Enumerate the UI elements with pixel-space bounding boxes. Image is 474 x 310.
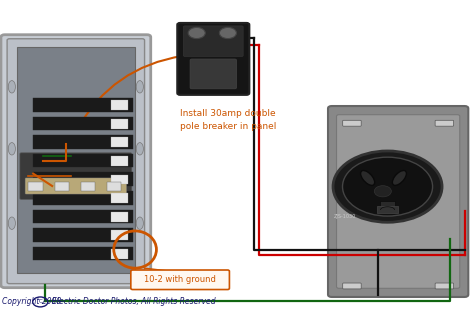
Ellipse shape — [136, 143, 143, 155]
Bar — [33, 172, 133, 186]
FancyBboxPatch shape — [435, 120, 454, 126]
Bar — [107, 182, 121, 191]
Bar — [111, 137, 128, 147]
Bar — [33, 98, 133, 112]
Text: Copyright 2008: Copyright 2008 — [2, 297, 62, 307]
Ellipse shape — [392, 170, 406, 185]
FancyBboxPatch shape — [343, 120, 361, 126]
Circle shape — [374, 186, 392, 197]
Bar — [111, 249, 128, 259]
FancyBboxPatch shape — [20, 153, 132, 199]
Bar — [111, 193, 128, 203]
Circle shape — [333, 151, 442, 222]
Text: 10-2 with ground: 10-2 with ground — [144, 275, 216, 285]
Bar — [381, 201, 395, 210]
Bar — [111, 156, 128, 166]
Bar — [111, 212, 128, 222]
Bar — [33, 210, 133, 223]
FancyBboxPatch shape — [190, 59, 237, 89]
Text: ZJS-1030: ZJS-1030 — [334, 214, 356, 219]
FancyBboxPatch shape — [25, 178, 127, 194]
Ellipse shape — [9, 143, 15, 155]
Circle shape — [219, 27, 237, 38]
FancyBboxPatch shape — [343, 283, 361, 289]
Bar — [33, 117, 133, 130]
Bar — [111, 230, 128, 240]
Bar — [111, 100, 128, 110]
Text: Install 30amp double
pole breaker in panel: Install 30amp double pole breaker in pan… — [180, 108, 276, 131]
Bar — [377, 206, 398, 213]
Ellipse shape — [361, 170, 374, 185]
Circle shape — [188, 27, 205, 38]
FancyBboxPatch shape — [435, 283, 454, 289]
Text: C: C — [38, 299, 42, 304]
FancyBboxPatch shape — [177, 23, 249, 95]
Ellipse shape — [9, 217, 15, 229]
Bar — [81, 182, 95, 191]
Ellipse shape — [9, 81, 15, 93]
Bar — [33, 154, 133, 167]
Bar — [111, 119, 128, 129]
Ellipse shape — [136, 81, 143, 93]
FancyBboxPatch shape — [7, 39, 145, 284]
FancyBboxPatch shape — [17, 46, 135, 273]
FancyBboxPatch shape — [183, 26, 243, 56]
FancyBboxPatch shape — [1, 35, 151, 288]
FancyBboxPatch shape — [328, 106, 468, 297]
Bar — [55, 182, 69, 191]
Circle shape — [343, 157, 433, 216]
Bar — [33, 135, 133, 149]
Text: Electric Doctor Photos, All Rights Reserved: Electric Doctor Photos, All Rights Reser… — [52, 297, 216, 307]
FancyBboxPatch shape — [131, 270, 229, 290]
Bar — [33, 247, 133, 260]
Bar — [33, 191, 133, 205]
Bar — [111, 175, 128, 184]
Ellipse shape — [136, 217, 143, 229]
FancyBboxPatch shape — [337, 115, 460, 288]
Bar — [28, 182, 43, 191]
Bar — [33, 228, 133, 242]
